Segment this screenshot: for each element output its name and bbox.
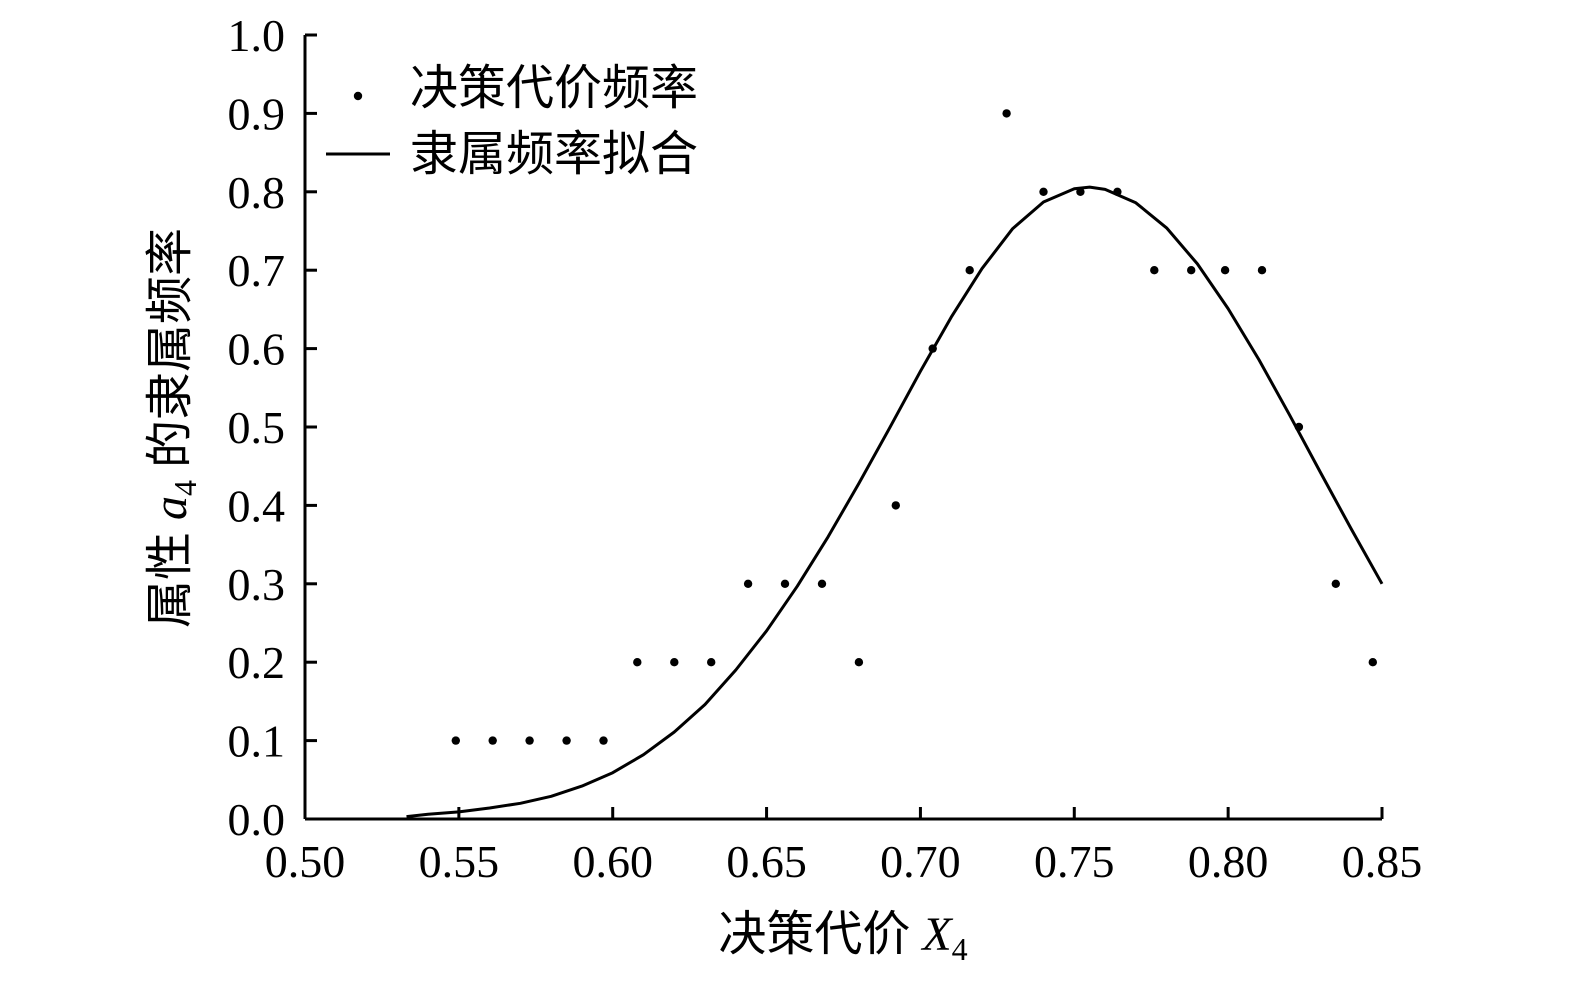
y-tick-label: 0.4 <box>228 480 286 531</box>
y-axis-ticks: 0.0 0.1 0.2 0.3 0.4 0.5 0.6 0.7 0.8 0.9 1.0 <box>228 10 317 845</box>
x-axis-ticks: 0.50 0.55 0.60 0.65 0.70 0.75 0.80 0.85 <box>265 807 1423 887</box>
legend-marker-dot <box>353 91 363 101</box>
scatter-point <box>743 579 753 588</box>
scatter-point <box>1002 109 1011 118</box>
y-tick-label: 0.5 <box>228 402 286 453</box>
y-axis-title: 属性 a4 的隶属频率 <box>144 228 203 628</box>
x-tick-label: 0.50 <box>265 836 346 887</box>
scatter-point <box>488 736 497 745</box>
scatter-point <box>891 501 900 510</box>
scatter-point <box>1294 422 1304 432</box>
x-axis-title: 决策代价 X4 <box>718 908 967 967</box>
scatter-point <box>1113 187 1122 196</box>
y-tick-label: 0.0 <box>228 794 286 845</box>
y-tick-label: 0.9 <box>228 88 286 139</box>
y-tick-label: 0.2 <box>228 637 286 688</box>
scatter-point <box>525 736 534 745</box>
scatter-point <box>965 266 974 275</box>
x-tick-label: 0.65 <box>726 836 807 887</box>
scatter-point <box>780 579 790 588</box>
x-tick-label: 0.60 <box>572 836 653 887</box>
x-tick-label: 0.75 <box>1034 836 1115 887</box>
fit-line <box>406 185 1384 819</box>
scatter-point <box>817 579 827 588</box>
scatter-point <box>1368 658 1378 667</box>
scatter-point <box>707 658 716 667</box>
x-tick-label: 0.80 <box>1188 836 1269 887</box>
scatter-point <box>1187 266 1196 275</box>
scatter-point <box>1039 187 1048 196</box>
scatter-point <box>1220 266 1230 275</box>
y-tick-label: 0.1 <box>228 716 286 767</box>
y-tick-label: 1.0 <box>228 10 286 61</box>
fit-line-series <box>406 185 1384 819</box>
x-tick-label: 0.85 <box>1342 836 1423 887</box>
scatter-point <box>854 658 864 667</box>
scatter-point <box>633 658 642 667</box>
scatter-point <box>928 344 937 353</box>
scatter-point <box>670 658 679 667</box>
scatter-point <box>599 736 608 745</box>
scatter-point <box>1331 579 1341 588</box>
scatter-point <box>451 736 460 745</box>
legend-label-line: 隶属频率拟合 <box>410 128 698 181</box>
y-tick-label: 0.3 <box>228 559 286 610</box>
scatter-point <box>1150 266 1159 275</box>
scatter-point <box>1076 187 1085 196</box>
x-tick-label: 0.70 <box>880 836 961 887</box>
y-tick-label: 0.7 <box>228 245 286 296</box>
x-tick-label: 0.55 <box>419 836 500 887</box>
scatter-point <box>1257 266 1267 275</box>
scatter-point <box>562 736 571 745</box>
y-tick-label: 0.6 <box>228 324 286 375</box>
legend-label-scatter: 决策代价频率 <box>410 62 698 115</box>
y-tick-label: 0.8 <box>228 167 286 218</box>
scatter-series <box>451 109 1378 745</box>
legend: 决策代价频率 隶属频率拟合 <box>326 62 698 181</box>
